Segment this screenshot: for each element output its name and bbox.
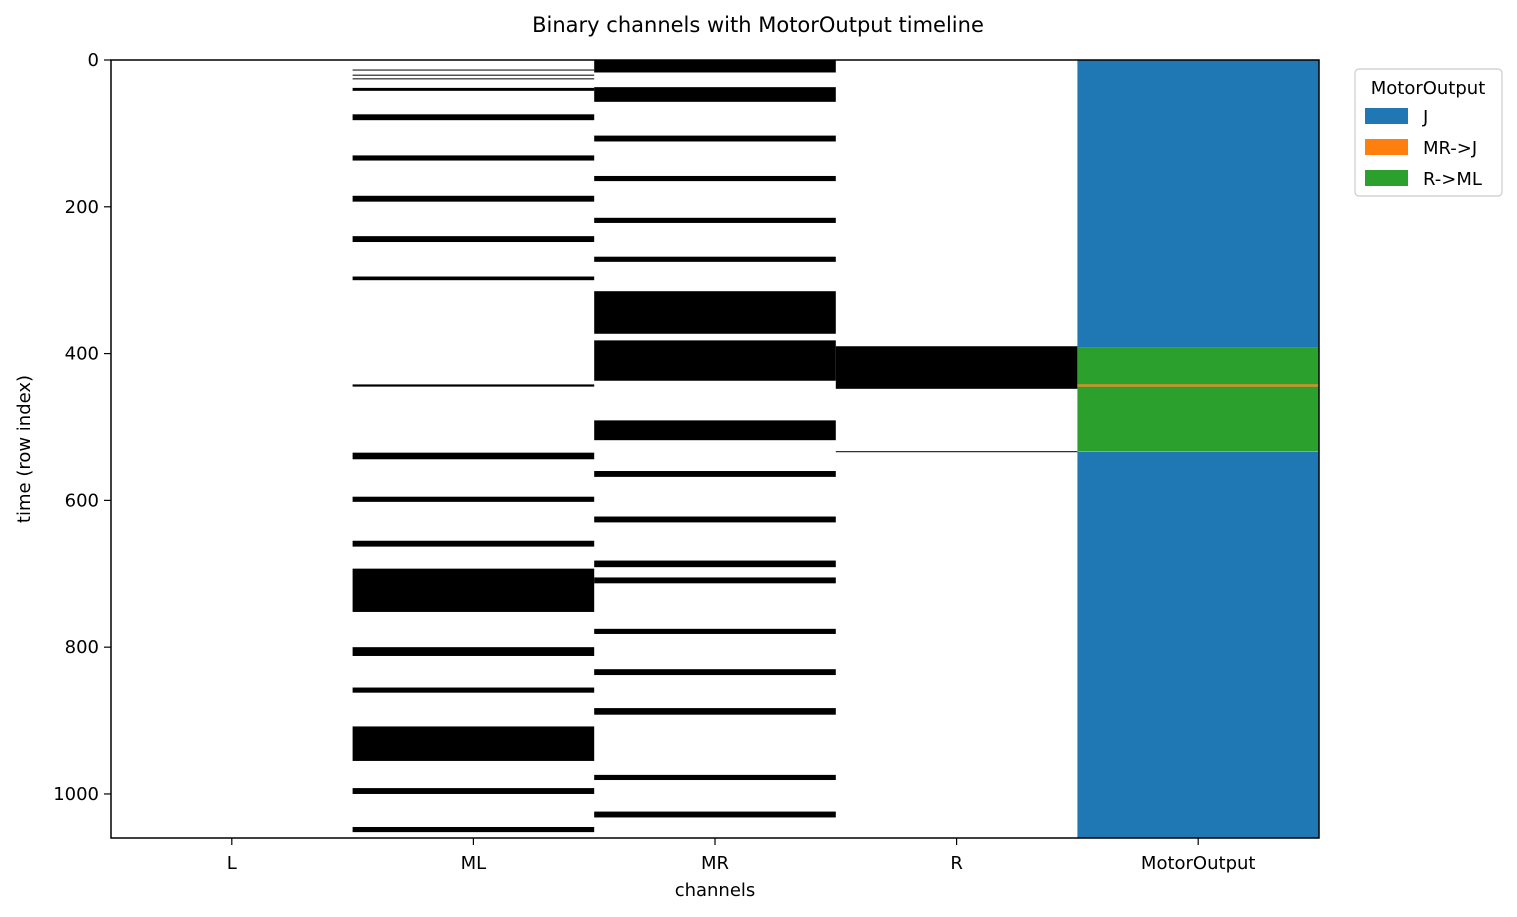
channel-on-bar	[352, 87, 595, 91]
channel-on-bar	[594, 577, 836, 584]
channel-on-bar	[594, 516, 836, 523]
y-tick-label: 1000	[53, 784, 99, 805]
channel-on-bar	[352, 114, 595, 121]
channel-on-bar	[352, 236, 595, 243]
y-tick-label: 0	[88, 50, 99, 71]
channel-on-bar	[594, 256, 836, 262]
channel-on-bar	[352, 788, 595, 794]
channel-on-bar	[352, 452, 595, 460]
legend-swatch	[1365, 170, 1408, 186]
channel-on-bar	[594, 811, 836, 818]
legend-label: MR->J	[1423, 138, 1477, 159]
motor-output-column	[1077, 60, 1319, 838]
y-tick-label: 200	[65, 197, 99, 218]
channel-on-bar	[594, 87, 836, 102]
channel-on-bar	[594, 135, 836, 142]
x-tick-label: MR	[701, 853, 729, 874]
chart-title: Binary channels with MotorOutput timelin…	[532, 13, 984, 37]
legend-entry: R->ML	[1365, 169, 1482, 190]
channel-on-bar	[352, 78, 595, 80]
channel-on-bar	[352, 726, 595, 761]
y-tick-label: 400	[65, 344, 99, 365]
channel-on-bar	[352, 74, 595, 76]
channel-on-bar	[594, 340, 836, 381]
legend-entry: MR->J	[1365, 138, 1477, 159]
channel-on-bar	[594, 560, 836, 568]
motor-output-segment	[1077, 60, 1319, 348]
channel-on-bar	[352, 540, 595, 547]
channel-on-bar	[352, 687, 595, 693]
channel-ml	[352, 69, 595, 833]
channel-on-bar	[352, 155, 595, 161]
channel-on-bar	[835, 451, 1078, 453]
channel-on-bar	[352, 647, 595, 656]
x-tick-label: L	[227, 853, 237, 874]
channel-on-bar	[594, 669, 836, 676]
channel-on-bar	[594, 774, 836, 781]
motor-output-segment	[1077, 386, 1319, 452]
channel-on-bar	[594, 420, 836, 441]
channel-mr	[594, 60, 836, 818]
channel-on-bar	[352, 384, 595, 387]
channel-on-bar	[835, 346, 1078, 389]
legend-swatch	[1365, 139, 1408, 155]
channel-on-bar	[352, 826, 595, 833]
channel-on-bar	[594, 708, 836, 715]
y-tick-label: 600	[65, 490, 99, 511]
channel-on-bar	[594, 60, 836, 73]
legend-swatch	[1365, 108, 1408, 124]
channel-on-bar	[352, 568, 595, 612]
y-tick-label: 800	[65, 637, 99, 658]
legend-label: R->ML	[1423, 169, 1482, 190]
y-axis-label: time (row index)	[14, 375, 35, 523]
y-axis: 0 200 400 600 800 1000	[53, 50, 111, 805]
x-tick-label: R	[950, 853, 963, 874]
motor-output-segment	[1077, 347, 1319, 385]
x-axis-label: channels	[675, 880, 756, 901]
motor-output-segment	[1077, 451, 1319, 838]
legend-entry: J	[1365, 107, 1428, 128]
motor-output-segment	[1077, 384, 1319, 387]
motor-output-segment	[1077, 451, 1319, 453]
channel-on-bar	[352, 195, 595, 202]
legend-frame	[1354, 68, 1503, 197]
legend: MotorOutput J MR->J R->ML	[1354, 68, 1503, 197]
x-axis: L ML MR R MotorOutput	[227, 838, 1256, 874]
legend-label: J	[1422, 107, 1428, 128]
x-tick-label: MotorOutput	[1141, 853, 1256, 874]
plot-area	[110, 59, 1320, 839]
channel-r	[835, 346, 1078, 453]
channel-on-bar	[352, 276, 595, 281]
channel-on-bar	[594, 217, 836, 223]
channel-on-bar	[352, 496, 595, 502]
legend-entries: J MR->J R->ML	[1365, 107, 1482, 190]
channel-on-bar	[594, 471, 836, 477]
legend-title: MotorOutput	[1371, 78, 1486, 99]
x-tick-label: ML	[461, 853, 487, 874]
channel-on-bar	[594, 628, 836, 634]
channel-on-bar	[594, 175, 836, 182]
channel-on-bar	[594, 291, 836, 334]
channel-on-bar	[352, 69, 595, 71]
